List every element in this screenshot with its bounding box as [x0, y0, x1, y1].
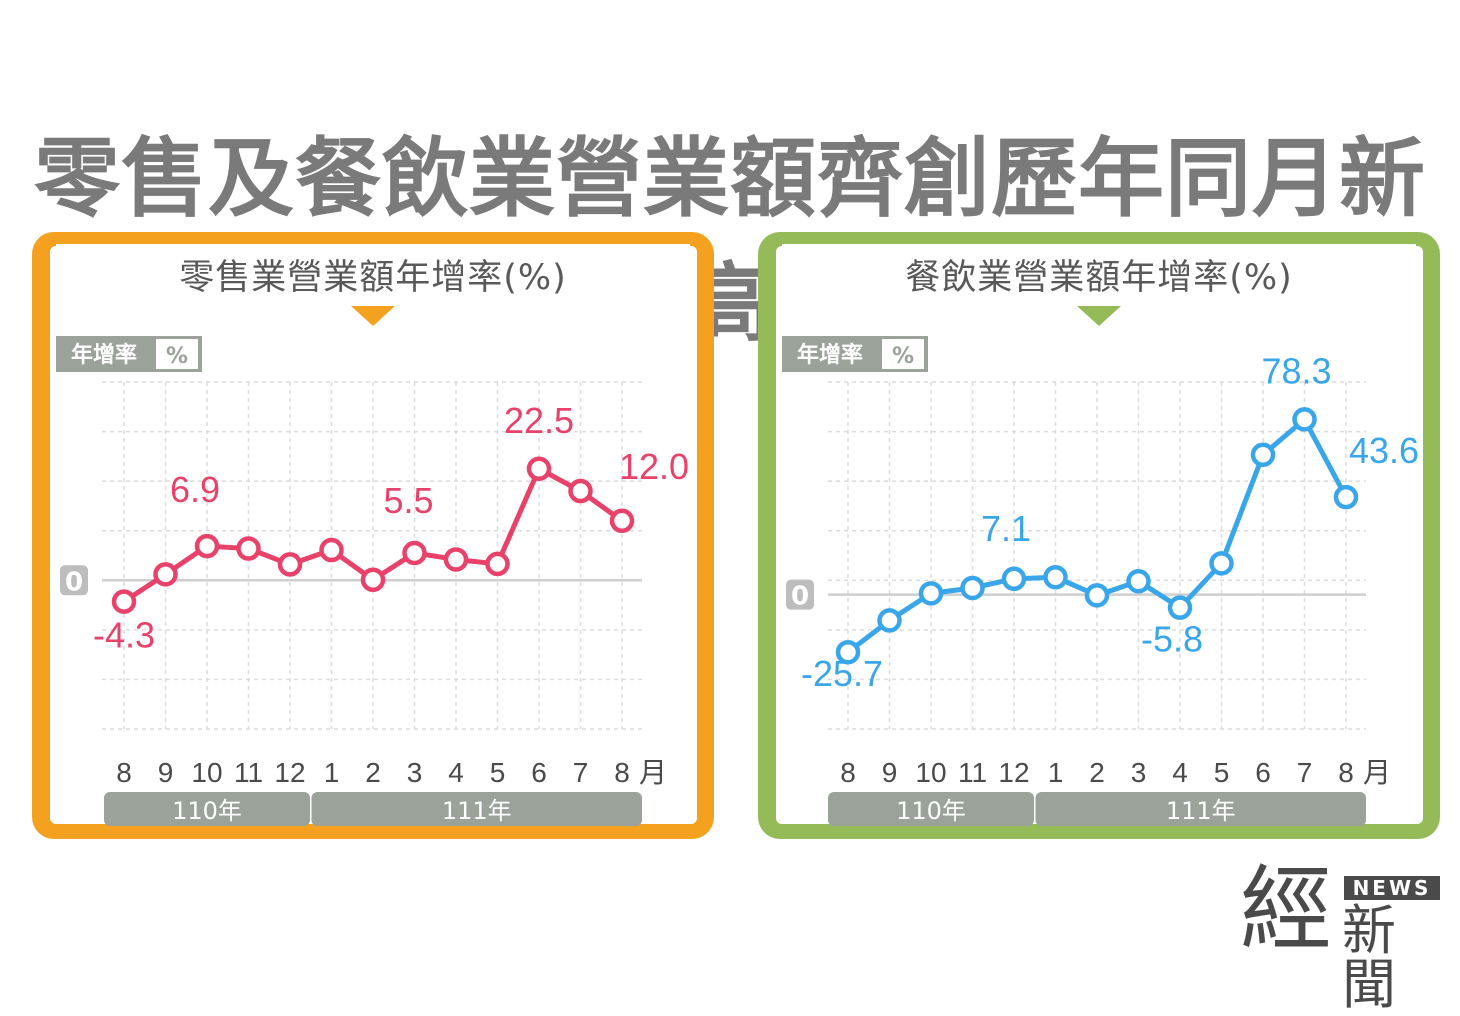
year-group-label: 111年: [1166, 797, 1236, 825]
x-tick-label: 10: [915, 757, 946, 788]
x-tick-label: 5: [490, 757, 506, 788]
x-tick-label: 8: [116, 757, 132, 788]
data-point: [918, 581, 944, 606]
zero-badge: [786, 579, 814, 610]
data-point: [1043, 564, 1068, 590]
x-tick-label: 7: [573, 757, 589, 788]
data-label: 12.0: [619, 446, 689, 487]
x-tick-label: 3: [1131, 757, 1147, 788]
data-point: [1250, 442, 1276, 468]
unit-badge-box: [882, 339, 924, 369]
x-tick-label: 11: [234, 757, 263, 788]
x-tick-label: 12: [274, 757, 305, 788]
data-point: [960, 575, 985, 601]
logo-big-char: 經: [1240, 856, 1333, 963]
unit-badge: %: [892, 344, 914, 369]
title-pointer: [351, 306, 395, 326]
data-point: [526, 456, 552, 481]
data-point: [1209, 551, 1234, 576]
data-point: [1333, 484, 1359, 510]
x-tick-label: 8: [1338, 757, 1354, 788]
unit-label: 年增率: [71, 342, 137, 368]
x-tick-label: 4: [448, 757, 464, 788]
x-unit-label: 月: [639, 756, 667, 789]
x-tick-label: 6: [1255, 757, 1271, 788]
unit-badge: %: [166, 344, 188, 369]
logo-small-chars: 新聞: [1342, 899, 1396, 1016]
data-label: -4.3: [93, 615, 155, 656]
data-point: [1084, 583, 1110, 608]
data-point: [236, 536, 261, 561]
x-tick-label: 4: [1172, 757, 1188, 788]
data-label: 6.9: [170, 469, 220, 510]
data-label: 5.5: [383, 480, 433, 521]
unit-badge-box: [156, 339, 198, 369]
retail-chart-title: 零售業營業額年增率(%): [56, 244, 690, 304]
news-logo: 經 NEWS 新聞: [1240, 864, 1445, 1012]
data-point: [194, 533, 220, 559]
zero-badge: [60, 565, 88, 596]
x-tick-label: 10: [191, 757, 222, 788]
year-group-label: 110年: [172, 797, 242, 825]
x-tick-label: 8: [840, 757, 856, 788]
data-label: 43.6: [1349, 430, 1419, 471]
logo-news-badge: NEWS: [1344, 876, 1440, 900]
year-group-bar: [1035, 792, 1366, 826]
year-group-bar: [828, 792, 1034, 826]
data-point: [402, 540, 427, 566]
dining-chart-title: 餐飲業營業額年增率(%): [782, 244, 1416, 304]
year-group-label: 111年: [442, 797, 512, 825]
grid-lines: [828, 381, 1366, 730]
data-point: [877, 608, 902, 633]
x-tick-label: 5: [1214, 757, 1230, 788]
data-label: 22.5: [504, 400, 574, 441]
zero-label: 0: [65, 567, 83, 597]
x-tick-label: 9: [882, 757, 898, 788]
zero-label: 0: [791, 582, 809, 612]
data-point: [443, 547, 469, 572]
unit-label: 年增率: [797, 342, 863, 368]
x-tick-label: 9: [158, 757, 174, 788]
x-tick-label: 3: [407, 757, 423, 788]
data-point: [1126, 568, 1151, 594]
x-tick-label: 2: [365, 757, 381, 788]
data-point: [277, 552, 303, 577]
x-tick-label: 1: [324, 757, 340, 788]
retail-chart-panel: 零售業營業額年增率(%) 0 年增率% -4.3 6.9 5.5 22.5 12.0 8 9 10…: [32, 232, 714, 839]
data-point: [153, 562, 178, 587]
data-label: -5.8: [1141, 619, 1203, 660]
data-point: [111, 589, 137, 614]
data-point: [568, 478, 593, 504]
data-point: [485, 551, 510, 577]
year-group-bar: [104, 792, 310, 826]
x-unit-label: 月: [1363, 756, 1391, 789]
x-tick-label: 8: [614, 757, 630, 788]
year-group-bar: [311, 792, 642, 826]
x-tick-label: 11: [958, 757, 987, 788]
data-point: [1167, 595, 1193, 620]
title-pointer: [1077, 306, 1121, 326]
x-tick-label: 12: [998, 757, 1029, 788]
data-label: 78.3: [1261, 350, 1331, 391]
x-tick-label: 2: [1089, 757, 1105, 788]
x-tick-label: 6: [531, 757, 547, 788]
data-point: [609, 508, 635, 534]
dining-chart-panel: 餐飲業營業額年增率(%) 0 年增率% -25.7 7.1 -5.8 78.3 43.6 8 9…: [758, 232, 1440, 839]
data-point: [835, 639, 861, 665]
x-tick-label: 7: [1297, 757, 1313, 788]
data-label: 7.1: [981, 508, 1031, 549]
x-tick-label: 1: [1048, 757, 1064, 788]
data-point: [1001, 566, 1027, 592]
data-point: [1292, 407, 1317, 432]
year-group-label: 110年: [896, 797, 966, 825]
data-label: -25.7: [801, 653, 883, 694]
data-point: [319, 537, 344, 563]
data-point: [360, 567, 386, 593]
